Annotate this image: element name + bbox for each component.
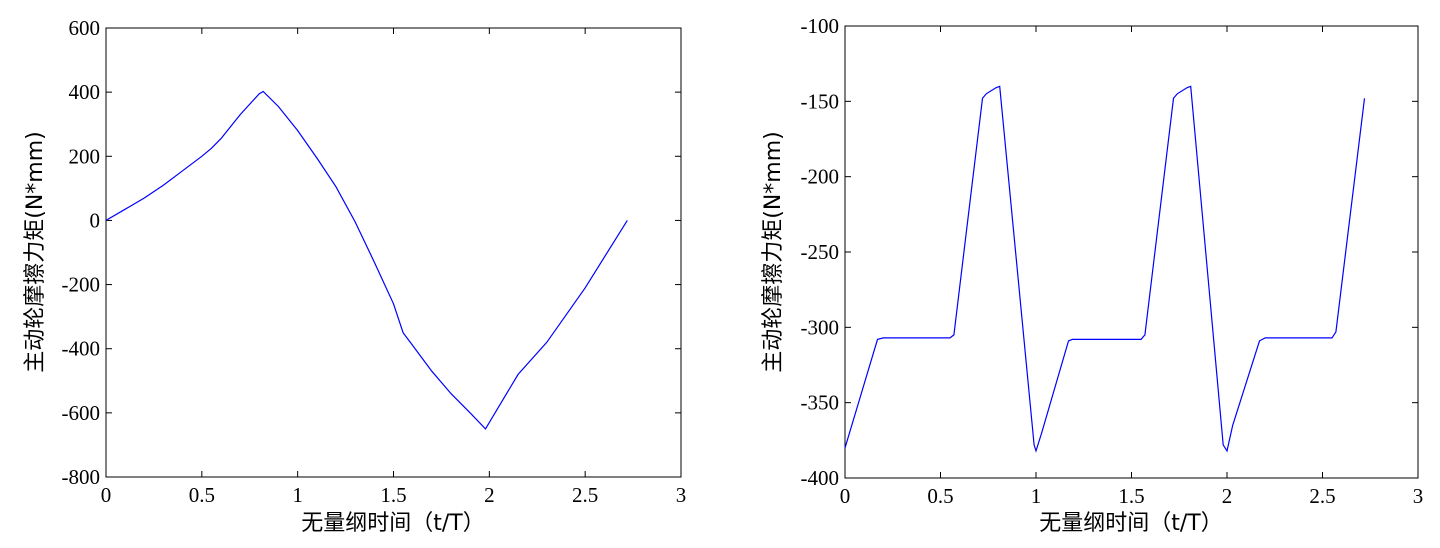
right-chart: 0 0.5 1 1.5 2 2.5 3 -400 -350 -300 -250 -200 -150 -1… — [761, 14, 1423, 536]
right-series-line — [844, 85, 1366, 453]
right-plot-frame — [844, 25, 1419, 479]
right-y-axis-label: 主动轮摩擦力矩(N*mm) — [761, 131, 786, 373]
y-tick-label: 200 — [69, 144, 101, 168]
x-tick-label: 2 — [1222, 484, 1233, 508]
left-y-axis-label: 主动轮摩擦力矩(N*mm) — [23, 131, 48, 373]
left-x-axis-label: 无量纲时间（t/T） — [301, 511, 484, 536]
x-tick-label: 2.5 — [1309, 484, 1335, 508]
x-tick-label: 0.5 — [189, 483, 215, 507]
y-tick-label: 400 — [69, 80, 101, 104]
y-tick-label: -400 — [62, 337, 101, 361]
x-tick-label: 1 — [1031, 484, 1042, 508]
x-tick-label: 2.5 — [572, 483, 598, 507]
left-series-line — [105, 90, 628, 430]
y-tick-label: -400 — [801, 466, 840, 490]
left-plot-frame — [105, 27, 682, 478]
left-y-axis: -800 -600 -400 -200 0 200 400 600 — [62, 16, 681, 489]
y-tick-label: -600 — [62, 401, 101, 425]
x-tick-label: 3 — [1413, 484, 1424, 508]
y-tick-label: -300 — [801, 315, 840, 339]
y-tick-label: 600 — [69, 16, 101, 40]
x-tick-label: 1.5 — [1118, 484, 1144, 508]
x-tick-label: 0 — [840, 484, 851, 508]
x-tick-label: 2 — [484, 483, 495, 507]
x-tick-label: 1 — [292, 483, 303, 507]
right-y-axis: -400 -350 -300 -250 -200 -150 -100 — [801, 14, 1418, 490]
left-chart: 0 0.5 1 1.5 2 2.5 3 -800 -600 -400 -200 0 200 400 600… — [23, 16, 686, 536]
x-tick-label: 0 — [101, 483, 112, 507]
x-tick-label: 1.5 — [380, 483, 406, 507]
y-tick-label: -200 — [801, 165, 840, 189]
y-tick-label: 0 — [90, 208, 101, 232]
right-x-axis-label: 无量纲时间（t/T） — [1039, 511, 1222, 536]
left-x-axis: 0 0.5 1 1.5 2 2.5 3 — [101, 28, 687, 507]
y-tick-label: -100 — [801, 14, 840, 38]
y-tick-label: -350 — [801, 391, 840, 415]
y-tick-label: -800 — [62, 465, 101, 489]
y-tick-label: -200 — [62, 273, 101, 297]
x-tick-label: 0.5 — [927, 484, 953, 508]
y-tick-label: -250 — [801, 240, 840, 264]
y-tick-label: -150 — [801, 89, 840, 113]
x-tick-label: 3 — [676, 483, 687, 507]
right-x-axis: 0 0.5 1 1.5 2 2.5 3 — [840, 26, 1424, 508]
